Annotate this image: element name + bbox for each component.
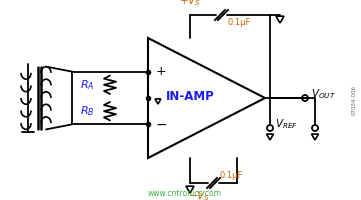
Text: 0.1μF: 0.1μF	[220, 171, 243, 180]
Text: $V_{OUT}$: $V_{OUT}$	[311, 87, 336, 101]
Text: 07034-006: 07034-006	[352, 85, 357, 115]
Text: $R_B$: $R_B$	[80, 104, 95, 118]
Text: $+V_S$: $+V_S$	[179, 0, 201, 8]
Polygon shape	[148, 38, 265, 158]
Text: 0.1μF: 0.1μF	[228, 18, 251, 27]
Text: $V_{REF}$: $V_{REF}$	[275, 117, 298, 131]
Text: $R_A$: $R_A$	[80, 78, 95, 92]
Text: www.cntronics.com: www.cntronics.com	[148, 188, 222, 198]
Text: −: −	[156, 117, 168, 131]
Text: $-V_S$: $-V_S$	[188, 189, 210, 200]
Text: +: +	[156, 65, 167, 78]
Text: IN-AMP: IN-AMP	[166, 90, 214, 102]
